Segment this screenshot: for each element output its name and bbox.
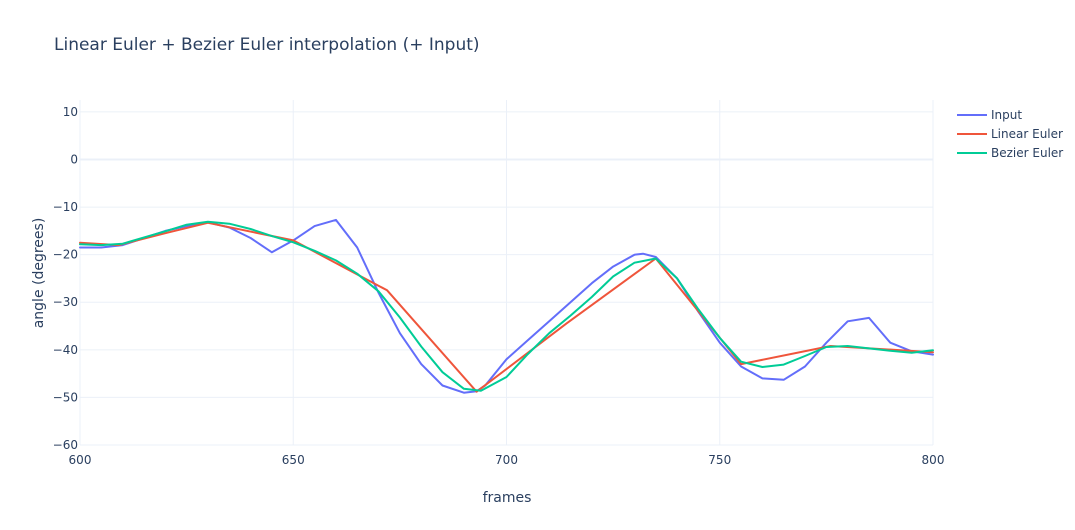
y-tick-label: 0 <box>70 152 78 166</box>
y-tick-label: −30 <box>53 295 78 309</box>
y-tick-label: −20 <box>53 248 78 262</box>
y-tick-label: −10 <box>53 200 78 214</box>
legend-label: Input <box>991 108 1022 122</box>
x-tick-label: 600 <box>69 453 92 467</box>
legend-item-bezier-euler[interactable]: Bezier Euler <box>957 146 1063 160</box>
y-tick-label: −50 <box>53 390 78 404</box>
tick-labels: 600 650 700 750 800 10 0 −10 −20 −30 −40 −50 −60 <box>53 105 945 467</box>
y-tick-label: −40 <box>53 343 78 357</box>
legend[interactable]: Input Linear Euler Bezier Euler <box>957 108 1063 160</box>
y-axis-title: angle (degrees) <box>31 218 47 329</box>
legend-label: Bezier Euler <box>991 146 1063 160</box>
series-line-bezier-euler <box>79 220 934 392</box>
series-layer <box>79 218 934 394</box>
y-tick-label: −60 <box>53 438 78 452</box>
series-line-linear-euler <box>79 221 934 393</box>
grid <box>79 100 934 446</box>
chart-title: Linear Euler + Bezier Euler interpolatio… <box>54 35 480 55</box>
legend-item-input[interactable]: Input <box>957 108 1022 122</box>
x-tick-label: 650 <box>282 453 305 467</box>
y-tick-label: 10 <box>63 105 78 119</box>
legend-label: Linear Euler <box>991 127 1063 141</box>
x-tick-label: 700 <box>495 453 518 467</box>
x-tick-label: 750 <box>708 453 731 467</box>
x-tick-label: 800 <box>922 453 945 467</box>
legend-item-linear-euler[interactable]: Linear Euler <box>957 127 1063 141</box>
x-axis-title: frames <box>483 490 532 506</box>
